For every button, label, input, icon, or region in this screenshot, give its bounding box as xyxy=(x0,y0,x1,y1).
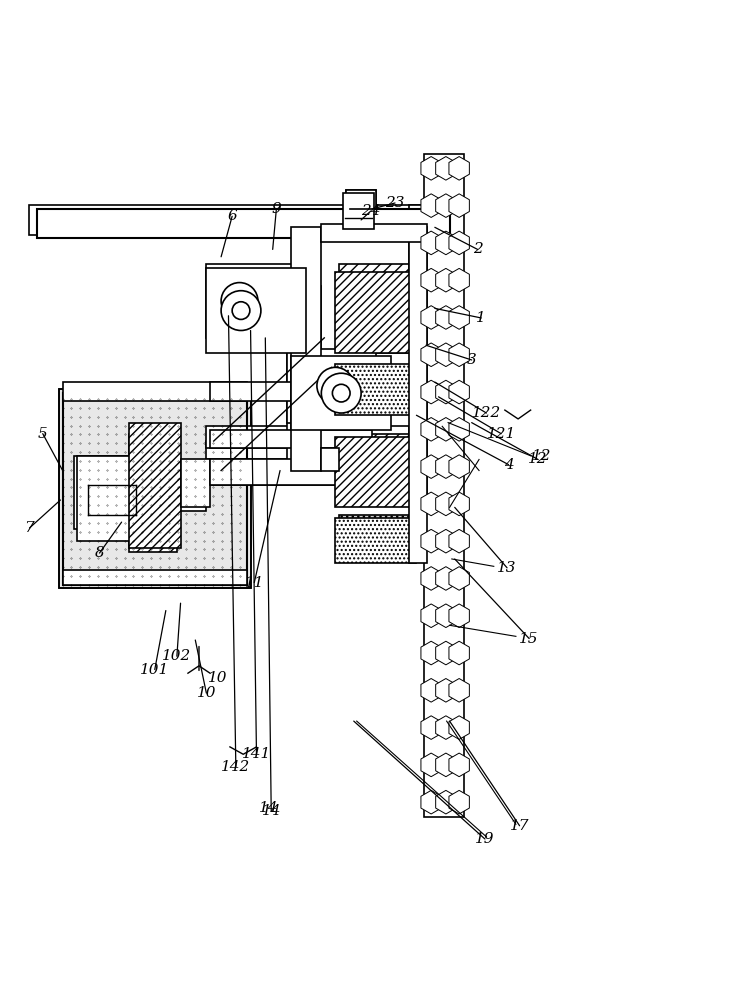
Bar xyxy=(291,356,391,430)
Text: 7: 7 xyxy=(24,521,35,535)
Text: 3: 3 xyxy=(467,353,477,367)
Bar xyxy=(287,349,383,423)
Text: 23: 23 xyxy=(385,196,405,210)
Text: 19: 19 xyxy=(475,832,495,846)
Text: 5: 5 xyxy=(38,427,48,441)
Text: 102: 102 xyxy=(162,649,192,663)
Text: 10: 10 xyxy=(197,686,216,700)
Bar xyxy=(339,434,413,500)
Bar xyxy=(335,272,416,353)
Circle shape xyxy=(321,373,361,413)
Bar xyxy=(59,389,251,588)
Bar xyxy=(346,190,376,224)
Bar xyxy=(291,227,321,471)
Bar xyxy=(206,441,354,459)
Circle shape xyxy=(232,294,247,308)
Text: 24: 24 xyxy=(361,204,380,218)
Bar xyxy=(177,467,206,511)
Text: 141: 141 xyxy=(242,747,271,761)
Bar xyxy=(129,434,177,552)
Text: 6: 6 xyxy=(227,209,237,223)
Bar xyxy=(210,382,372,401)
Bar xyxy=(206,459,354,485)
Bar xyxy=(424,154,464,817)
Bar xyxy=(376,353,424,367)
Bar xyxy=(335,518,416,563)
Bar xyxy=(335,437,416,507)
Bar xyxy=(77,456,140,541)
Bar xyxy=(339,264,413,338)
Bar xyxy=(181,459,210,507)
Text: 17: 17 xyxy=(510,819,529,833)
Text: 142: 142 xyxy=(221,760,251,774)
Bar xyxy=(37,209,450,238)
Bar xyxy=(335,364,416,415)
Bar xyxy=(321,213,424,235)
Bar xyxy=(409,205,427,500)
Bar xyxy=(129,423,181,548)
Text: 8: 8 xyxy=(94,546,105,560)
Bar xyxy=(346,190,376,220)
Bar xyxy=(409,227,427,563)
Text: 4: 4 xyxy=(503,458,514,472)
Circle shape xyxy=(328,378,343,393)
Text: 13: 13 xyxy=(497,561,517,575)
Bar xyxy=(29,205,450,235)
Bar xyxy=(63,570,247,585)
Circle shape xyxy=(232,302,250,319)
Bar xyxy=(321,224,427,242)
Bar xyxy=(376,412,424,426)
Bar xyxy=(321,448,339,471)
Circle shape xyxy=(317,367,354,404)
Bar xyxy=(210,430,372,448)
Text: 9: 9 xyxy=(271,202,282,216)
Text: 1: 1 xyxy=(476,311,486,325)
Bar xyxy=(339,515,413,559)
Bar xyxy=(206,426,354,448)
Text: 12: 12 xyxy=(532,449,551,463)
Circle shape xyxy=(221,283,258,319)
Bar xyxy=(343,193,374,229)
Text: 101: 101 xyxy=(140,663,170,677)
Text: 12: 12 xyxy=(528,452,548,466)
Text: 14: 14 xyxy=(259,801,279,815)
Bar xyxy=(287,286,321,471)
Text: 121: 121 xyxy=(486,427,516,441)
Bar xyxy=(59,389,251,588)
Bar xyxy=(210,459,372,485)
Text: 15: 15 xyxy=(520,632,539,646)
Bar xyxy=(339,360,413,412)
Circle shape xyxy=(332,384,350,402)
Bar xyxy=(74,456,133,529)
Bar xyxy=(63,382,247,401)
Text: 10: 10 xyxy=(208,671,227,685)
Bar xyxy=(206,268,306,353)
Text: 2: 2 xyxy=(472,242,483,256)
Text: 14: 14 xyxy=(262,804,281,818)
Bar xyxy=(321,448,424,471)
Circle shape xyxy=(221,291,261,330)
Bar xyxy=(63,393,247,585)
Text: 11: 11 xyxy=(245,576,264,590)
Text: 122: 122 xyxy=(472,406,501,420)
Bar xyxy=(206,264,302,338)
